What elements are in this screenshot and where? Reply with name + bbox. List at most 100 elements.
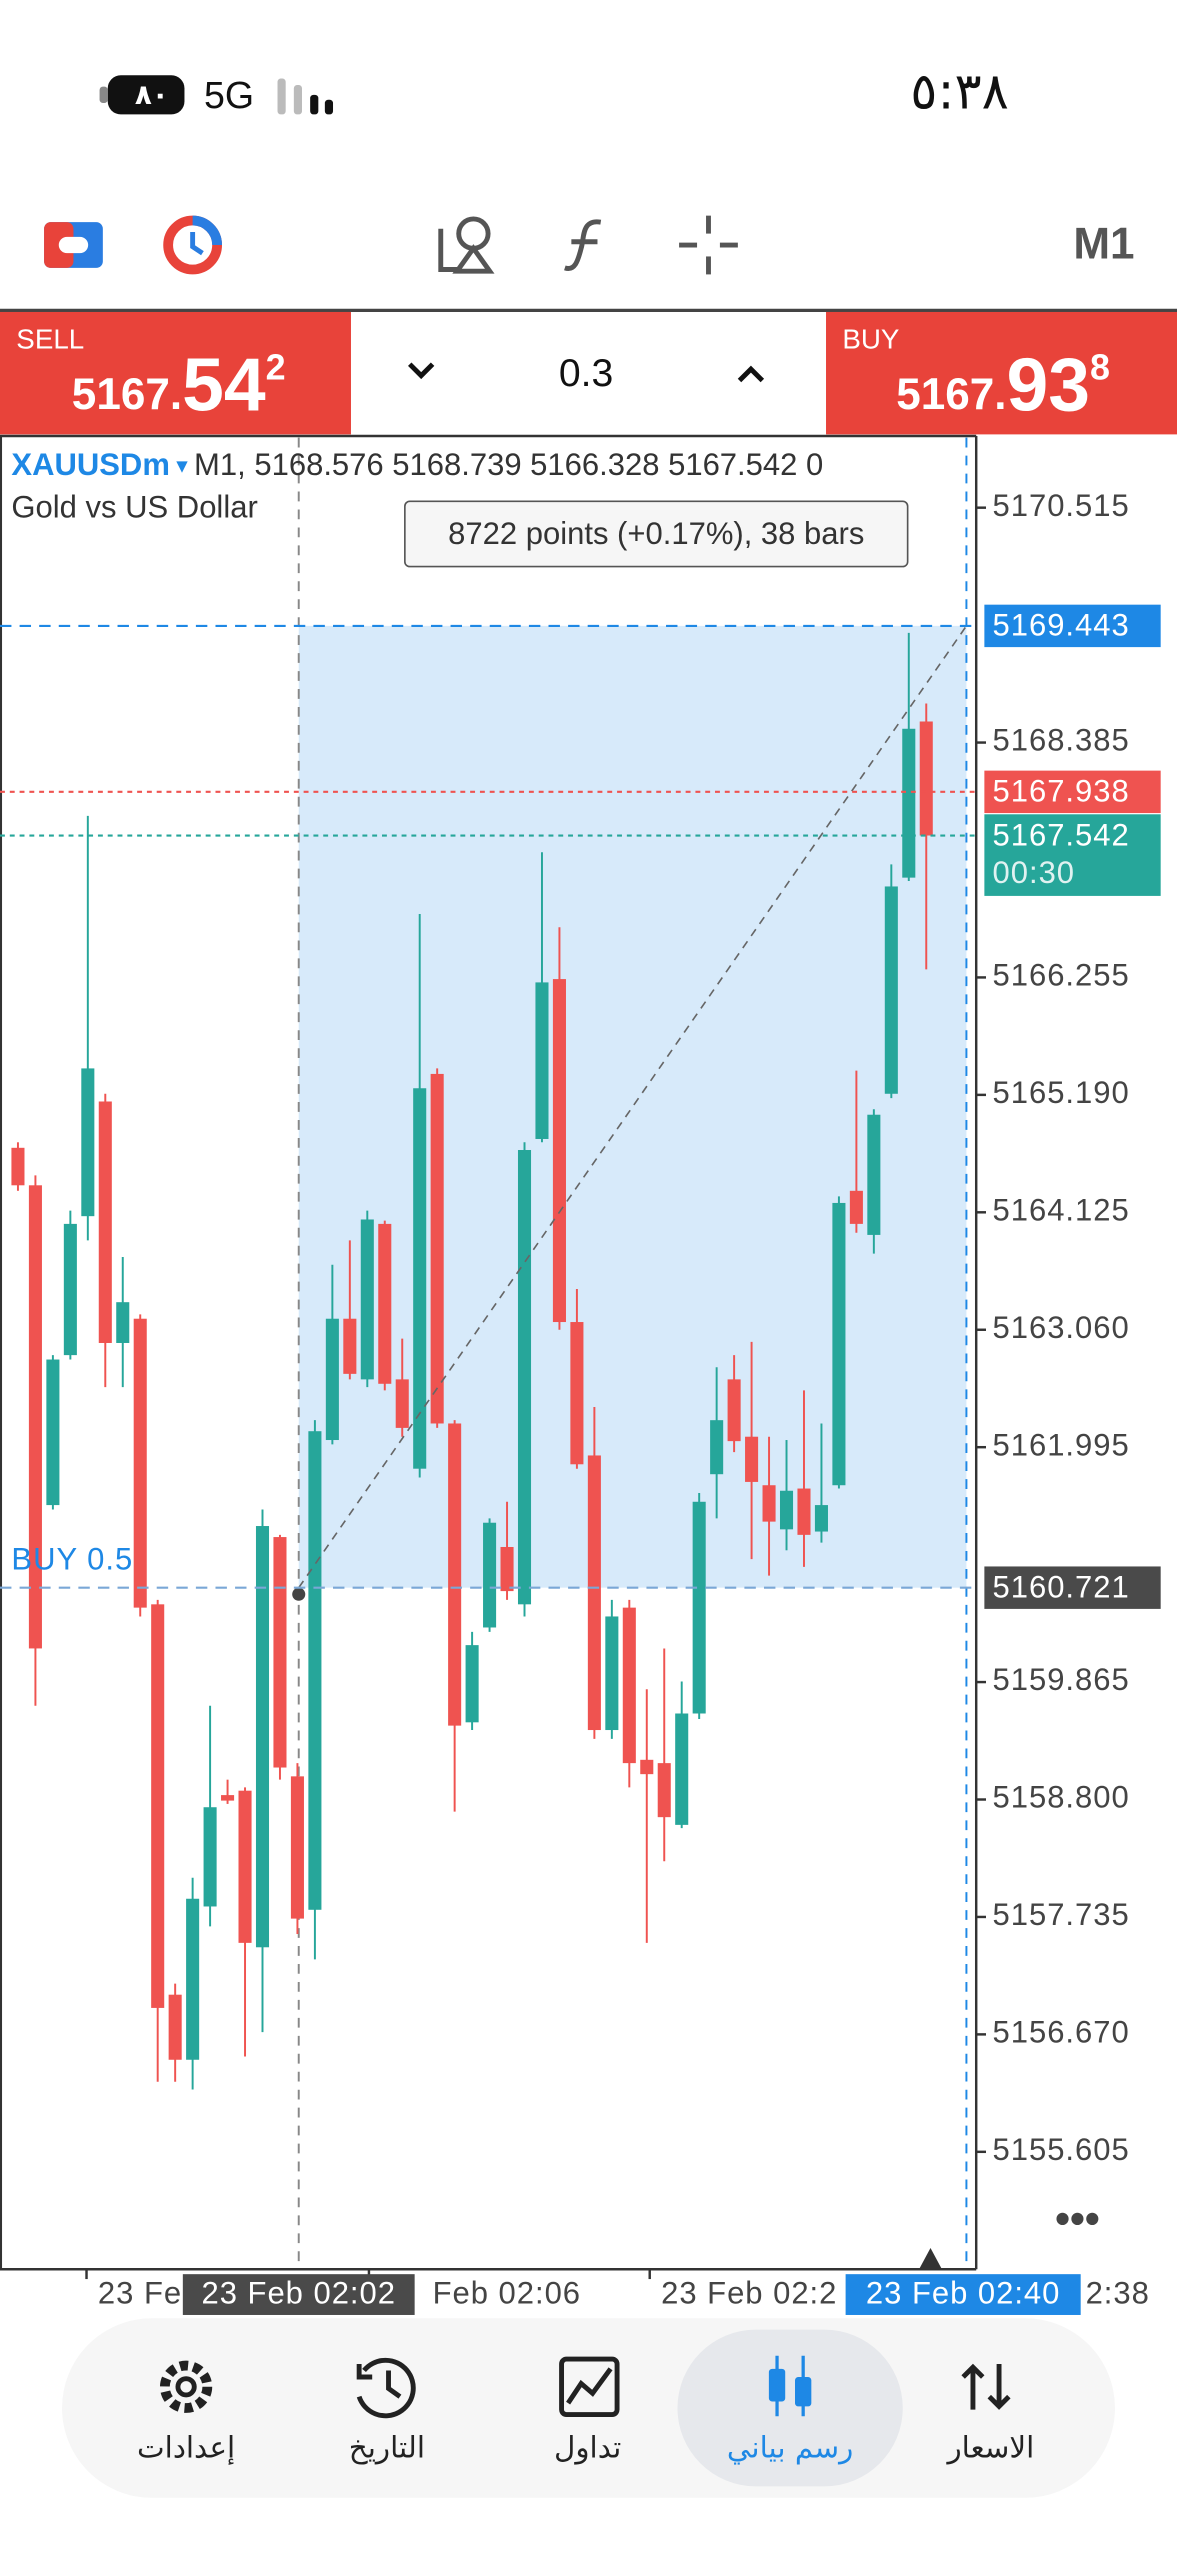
candle-body: [779, 1490, 794, 1530]
battery-level: ٨٠: [135, 79, 169, 110]
candle-body: [360, 1219, 374, 1380]
candle-body: [605, 1616, 619, 1731]
candle-body: [133, 1318, 147, 1608]
candle-body: [500, 1546, 514, 1592]
trade-button[interactable]: [44, 222, 103, 268]
icon-part: [456, 216, 491, 251]
bottom-nav: الاسعار رسم بياني تداول التاريخ إعدادات: [62, 2318, 1115, 2498]
candle-body: [884, 886, 898, 1094]
price-label: 5160.721: [993, 1569, 1130, 1604]
icon: [768, 2368, 786, 2402]
signal-bar: [310, 94, 319, 115]
one-click-button[interactable]: [163, 215, 223, 275]
price-label: 5169.443: [993, 608, 1130, 643]
y-tick-label: 5158.800: [993, 1780, 1130, 1815]
candle-body: [692, 1501, 706, 1714]
lot-increase[interactable]: [737, 365, 765, 383]
candle-body: [308, 1431, 322, 1910]
objects-button[interactable]: [438, 216, 495, 274]
lot-decrease[interactable]: [408, 362, 435, 380]
icon: [795, 2377, 812, 2407]
nav-chart[interactable]: رسم بياني: [727, 2355, 853, 2466]
buy-label: BUY: [842, 324, 899, 355]
candle-body: [622, 1607, 636, 1764]
more-button[interactable]: •••: [1055, 2195, 1100, 2242]
candle-body: [395, 1379, 409, 1428]
candle-body: [849, 1190, 863, 1224]
info: M1, 5168.576 5168.739 5166.328 5167.542 …: [194, 447, 823, 482]
sell-label: SELL: [16, 324, 84, 355]
candle-body: [640, 1759, 654, 1775]
candle-body: [290, 1776, 304, 1919]
candle-body: [98, 1101, 112, 1343]
candle-body: [221, 1795, 235, 1801]
nav-settings[interactable]: إعدادات: [137, 2360, 235, 2466]
chart: 5170.515 5168.385 5166.255 5165.190 5164.125…: [0, 434, 1161, 2315]
candle-body: [570, 1322, 584, 1465]
candle-body: [81, 1068, 95, 1217]
icon-part: [58, 236, 89, 254]
candle-body: [483, 1522, 497, 1628]
nav-trade[interactable]: تداول: [554, 2356, 621, 2464]
price-head: 5167.: [896, 369, 1006, 418]
nav-label: التاريخ: [349, 2430, 425, 2464]
candle-body: [657, 1763, 671, 1818]
candle-body: [814, 1505, 828, 1532]
lot-size[interactable]: 0.3: [559, 352, 613, 395]
y-tick-label: 5155.605: [993, 2132, 1130, 2167]
x-label-bg: [182, 2274, 415, 2315]
nav-active: [677, 2329, 903, 2487]
signal-bar: [293, 85, 303, 115]
x-tick-label: 23 Feb 02:2: [661, 2276, 837, 2311]
dropdown[interactable]: ▾: [170, 452, 194, 478]
candle-body: [11, 1147, 25, 1186]
order-label: BUY 0.5: [11, 1542, 133, 1577]
candle-body: [255, 1526, 270, 1948]
icon-part: [190, 231, 204, 256]
status-bar: ٨٠ 5G ٥:٣٨: [99, 61, 1009, 120]
toolbar: M1: [0, 215, 1177, 312]
candle-body: [28, 1185, 42, 1649]
price-label-bg: [984, 814, 1161, 896]
clock: ٥:٣٨: [910, 61, 1009, 120]
y-tick-label: 5157.735: [993, 1897, 1130, 1932]
price-small: 8: [1090, 347, 1110, 388]
y-tick-label: 5170.515: [993, 488, 1130, 523]
indicators-button[interactable]: [564, 219, 602, 271]
x-tick-label: 23 Fe: [98, 2276, 182, 2311]
price-big: 54: [182, 342, 266, 426]
icon: [559, 2356, 620, 2418]
candle-body: [517, 1150, 532, 1605]
candle-body: [832, 1202, 846, 1486]
icon-part: [438, 228, 461, 272]
nav-quotes[interactable]: الاسعار: [945, 2363, 1034, 2464]
nav-history[interactable]: التاريخ: [349, 2357, 425, 2464]
sell-price: 5167.542: [72, 342, 286, 426]
candle-body: [63, 1223, 77, 1356]
symbol[interactable]: XAUUSDm: [11, 447, 169, 482]
y-tick-label: 5156.670: [993, 2015, 1130, 2050]
chart-subtitle: Gold vs US Dollar: [11, 490, 257, 525]
chart-info: XAUUSDm ▾ M1, 5168.576 5168.739 5166.328…: [11, 447, 823, 482]
candle-body: [238, 1790, 252, 1943]
measure-anchor: [292, 1587, 306, 1601]
buy-button[interactable]: [826, 311, 1177, 435]
candle-body: [168, 1994, 182, 2060]
y-tick-label: 5159.865: [993, 1662, 1130, 1697]
timeframe-button[interactable]: M1: [1073, 219, 1134, 268]
measure-diagonal: [298, 625, 968, 1589]
candle-body: [762, 1485, 776, 1522]
sell-button[interactable]: [0, 311, 351, 435]
nav-label: الاسعار: [945, 2430, 1034, 2464]
icon: [356, 2357, 416, 2419]
icon: [175, 2376, 197, 2398]
candle-body: [552, 979, 566, 1323]
crosshair-button[interactable]: [679, 215, 738, 275]
icon: [159, 2360, 213, 2413]
measure-box: [404, 500, 909, 568]
icon: [566, 2367, 613, 2405]
candle-body: [867, 1114, 881, 1235]
